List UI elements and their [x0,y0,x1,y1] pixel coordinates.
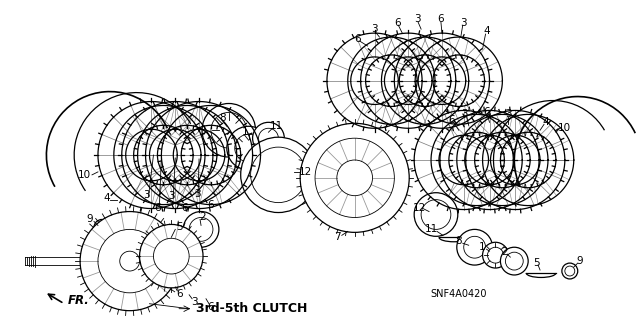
Circle shape [202,103,255,157]
Circle shape [421,200,451,229]
Circle shape [189,218,213,241]
Text: 9: 9 [86,214,93,225]
Circle shape [562,263,578,279]
Circle shape [154,238,189,274]
Circle shape [251,147,306,203]
Text: 4: 4 [104,193,110,203]
Text: 3: 3 [461,109,468,119]
Circle shape [488,247,504,263]
Text: 3rd-5th CLUTCH: 3rd-5th CLUTCH [196,302,307,315]
Circle shape [253,122,284,154]
Text: 3: 3 [143,190,150,200]
Text: 3: 3 [194,189,200,199]
Text: 6: 6 [154,203,161,212]
Circle shape [241,137,316,212]
Circle shape [140,225,203,288]
Text: 12: 12 [413,203,426,212]
Text: 6: 6 [483,108,490,117]
Circle shape [500,247,528,275]
Text: 5: 5 [176,222,182,233]
Circle shape [464,236,486,258]
Text: 1: 1 [241,127,248,137]
Text: 6: 6 [176,289,182,299]
Text: 6: 6 [207,302,214,312]
Circle shape [183,211,219,247]
Text: 3: 3 [414,14,420,24]
Text: 5: 5 [532,258,540,268]
Text: 10: 10 [558,123,572,133]
Text: 6: 6 [449,115,455,125]
Text: 3: 3 [371,24,378,34]
Circle shape [565,266,575,276]
Circle shape [80,211,179,311]
Text: 8: 8 [456,236,462,246]
Circle shape [97,222,107,232]
Text: 6: 6 [181,203,188,212]
Circle shape [227,126,271,170]
Text: 3: 3 [460,18,467,28]
Text: 6: 6 [394,18,401,28]
Text: 3: 3 [168,191,175,201]
Circle shape [300,123,409,232]
Text: 4: 4 [543,117,549,127]
Circle shape [235,134,262,162]
Text: 6: 6 [438,14,444,24]
Circle shape [211,112,246,148]
Circle shape [483,242,508,268]
Text: 6: 6 [207,200,214,210]
Text: 6: 6 [355,34,361,44]
Text: 10: 10 [77,170,91,180]
Circle shape [259,128,278,148]
Text: FR.: FR. [68,294,90,307]
Text: 7: 7 [335,232,341,242]
Circle shape [315,138,394,218]
Text: 3: 3 [191,297,197,307]
Circle shape [98,229,161,293]
Text: 9: 9 [577,256,583,266]
Circle shape [506,252,524,270]
Circle shape [94,219,110,235]
Text: 8: 8 [220,113,226,123]
Text: 11: 11 [424,224,438,234]
Text: 2: 2 [501,247,508,257]
Circle shape [457,229,493,265]
Text: 2: 2 [200,212,206,222]
Text: 3: 3 [505,109,511,119]
Text: 1: 1 [479,242,486,252]
Text: 4: 4 [483,26,490,36]
Text: 11: 11 [269,121,283,131]
Circle shape [337,160,372,196]
Circle shape [120,251,140,271]
Circle shape [414,193,458,236]
Text: 12: 12 [298,167,312,177]
Text: SNF4A0420: SNF4A0420 [431,289,487,299]
